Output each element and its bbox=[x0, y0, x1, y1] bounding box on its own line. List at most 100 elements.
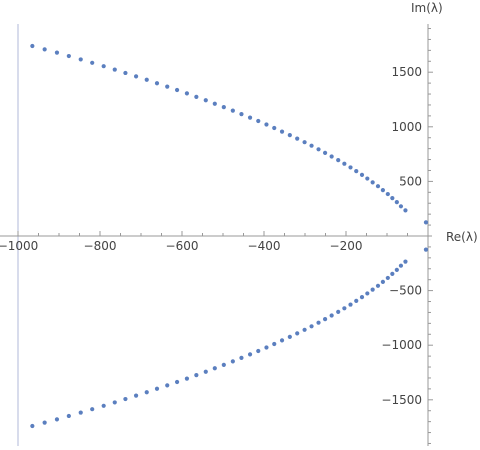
data-point bbox=[194, 373, 199, 378]
data-point bbox=[212, 101, 217, 106]
data-point bbox=[203, 369, 208, 374]
data-point bbox=[279, 129, 285, 134]
data-point bbox=[54, 50, 60, 55]
data-point bbox=[295, 136, 300, 141]
x-tick-label: −800 bbox=[84, 239, 117, 253]
data-point bbox=[230, 108, 235, 113]
x-tick-label: −600 bbox=[166, 239, 199, 253]
data-point bbox=[112, 67, 117, 72]
data-point bbox=[154, 81, 160, 86]
data-point bbox=[144, 390, 149, 395]
data-point bbox=[365, 176, 370, 181]
data-point bbox=[112, 400, 117, 405]
y-tick-label: 500 bbox=[399, 174, 422, 188]
data-point bbox=[336, 309, 341, 314]
data-point bbox=[359, 172, 365, 177]
data-point bbox=[348, 302, 353, 307]
data-point bbox=[256, 348, 261, 354]
data-point bbox=[316, 147, 321, 152]
data-point bbox=[54, 417, 60, 422]
data-point bbox=[295, 331, 300, 336]
data-point bbox=[354, 169, 359, 174]
x-tick-label: −1000 bbox=[0, 239, 38, 253]
data-point bbox=[370, 287, 375, 292]
data-point bbox=[390, 271, 395, 276]
data-point bbox=[394, 267, 399, 272]
data-point bbox=[264, 122, 269, 127]
data-point bbox=[230, 359, 235, 364]
data-point bbox=[354, 298, 359, 303]
data-point bbox=[380, 279, 385, 284]
data-point bbox=[423, 220, 429, 225]
data-point bbox=[101, 403, 106, 408]
y-tick-label: 1500 bbox=[391, 65, 422, 79]
data-point bbox=[316, 320, 321, 325]
data-point bbox=[370, 180, 375, 185]
data-point bbox=[90, 60, 95, 65]
data-point bbox=[78, 57, 83, 62]
data-point bbox=[309, 324, 314, 329]
data-point bbox=[302, 327, 307, 332]
data-point bbox=[375, 184, 381, 189]
x-axis-label: Re(λ) bbox=[446, 230, 478, 244]
data-point bbox=[423, 247, 429, 252]
data-point bbox=[154, 386, 160, 391]
data-point bbox=[133, 393, 139, 398]
data-point bbox=[272, 341, 277, 347]
data-point bbox=[256, 118, 261, 124]
data-point bbox=[144, 77, 149, 82]
data-point bbox=[133, 74, 139, 79]
data-point bbox=[403, 208, 408, 213]
data-point bbox=[30, 43, 35, 49]
data-point bbox=[239, 355, 244, 360]
data-point bbox=[342, 161, 347, 166]
data-point bbox=[194, 94, 199, 99]
data-point bbox=[174, 379, 180, 385]
data-point bbox=[336, 158, 341, 163]
data-point bbox=[375, 283, 381, 288]
data-point bbox=[264, 345, 269, 350]
data-point bbox=[247, 115, 253, 120]
data-point bbox=[329, 154, 334, 159]
y-tick-label: −500 bbox=[389, 284, 422, 298]
y-tick-label: −1500 bbox=[381, 393, 422, 407]
y-tick-label: 1000 bbox=[391, 120, 422, 134]
data-point bbox=[385, 275, 390, 281]
data-point bbox=[287, 334, 292, 339]
data-point bbox=[90, 407, 95, 412]
y-axis-label: Im(λ) bbox=[411, 1, 443, 15]
data-point bbox=[398, 204, 404, 209]
data-point bbox=[385, 191, 390, 197]
data-point bbox=[287, 133, 292, 138]
data-point bbox=[174, 87, 180, 93]
data-point bbox=[184, 91, 190, 96]
data-point bbox=[394, 200, 399, 205]
y-tick-label: −1000 bbox=[381, 338, 422, 352]
x-tick-label: −200 bbox=[330, 239, 363, 253]
data-point bbox=[203, 98, 208, 103]
data-point bbox=[365, 291, 370, 296]
data-point bbox=[165, 84, 170, 89]
data-point bbox=[272, 125, 277, 131]
data-point bbox=[359, 295, 365, 300]
data-point bbox=[221, 105, 226, 110]
data-point bbox=[239, 112, 244, 117]
data-point bbox=[221, 362, 226, 367]
data-point bbox=[322, 317, 328, 322]
data-point bbox=[42, 420, 47, 425]
data-point bbox=[322, 150, 328, 155]
data-point bbox=[30, 423, 35, 429]
data-point bbox=[42, 47, 47, 52]
data-point bbox=[380, 188, 385, 193]
data-point bbox=[398, 263, 404, 268]
axes: −1000 −800 −600 −400 −200 1500 1000 500 −500 −100… bbox=[0, 24, 433, 446]
data-points bbox=[30, 43, 429, 429]
data-point bbox=[329, 313, 334, 318]
data-point bbox=[279, 338, 285, 343]
x-tick-label: −400 bbox=[248, 239, 281, 253]
data-point bbox=[348, 165, 353, 170]
data-point bbox=[66, 413, 71, 419]
data-point bbox=[309, 143, 314, 148]
data-point bbox=[390, 196, 395, 201]
